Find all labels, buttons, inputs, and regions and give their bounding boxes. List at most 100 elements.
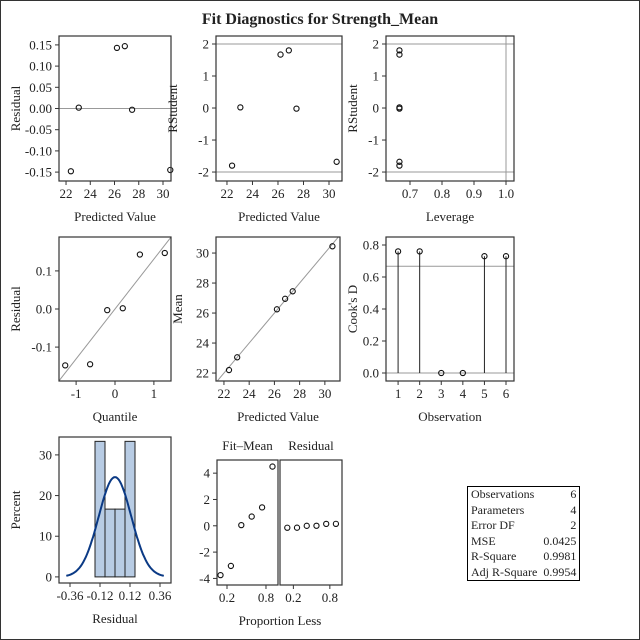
- stats-row: MSE 0.0425: [468, 534, 580, 550]
- y-tick-label: 2: [203, 37, 210, 52]
- x-axis-label: Observation: [418, 409, 482, 424]
- fit-line: [216, 237, 340, 381]
- x-tick-label: 30: [318, 386, 331, 401]
- y-tick-label: 28: [196, 276, 209, 291]
- x-tick-label: 0.9: [466, 186, 482, 201]
- x-tick-label: -0.36: [56, 588, 84, 603]
- y-tick-label: 0.1: [36, 263, 52, 278]
- data-point: [273, 306, 281, 313]
- y-tick-label: 1: [373, 69, 380, 84]
- y-tick-label: 10: [39, 529, 52, 544]
- y-tick-label: 20: [39, 488, 52, 503]
- y-tick-label: -4: [199, 571, 210, 586]
- data-point: [277, 51, 284, 58]
- data-point: [75, 104, 82, 111]
- stats-row: Adj R-Square 0.9954: [468, 565, 580, 581]
- stat-label: Observations: [471, 487, 535, 501]
- y-tick-label: 4: [204, 466, 211, 481]
- x-axis-label: Leverage: [426, 209, 475, 224]
- histogram-bar: [114, 508, 126, 578]
- fit-line: [59, 237, 171, 381]
- x-tick-label: 30: [322, 186, 335, 201]
- x-axis-label: Predicted Value: [74, 209, 156, 224]
- data-point: [284, 524, 291, 531]
- y-tick-label: 0.6: [363, 270, 380, 285]
- y-tick-label: 0: [204, 518, 211, 533]
- plot-frame: [215, 35, 343, 182]
- normal-density-curve: [66, 476, 165, 577]
- y-tick-label: 0.2: [363, 334, 379, 349]
- x-tick-label: 0.2: [285, 590, 301, 605]
- y-tick-label: 0.05: [29, 80, 52, 95]
- stats-row: R-Square 0.9981: [468, 549, 580, 565]
- y-tick-label: 0.0: [363, 366, 379, 381]
- x-tick-label: 30: [157, 186, 170, 201]
- data-point: [281, 295, 289, 302]
- stat-value: 2: [570, 518, 577, 532]
- data-point: [167, 166, 174, 174]
- plot-p5: 22 24 26 28 30 22 24 26 28 30 Predicted Value Mean: [170, 236, 341, 424]
- data-point: [459, 369, 466, 377]
- plot-p8: 0.2 0.8 -4 -2 0 2 4 Proportion Less Fit–Mean: [199, 438, 321, 628]
- stat-label: Parameters: [471, 502, 525, 517]
- y-tick-label: -0.15: [25, 165, 52, 180]
- stat-value: 0.0425: [543, 533, 577, 548]
- x-tick-label: 0.8: [322, 590, 338, 605]
- y-tick-label: -2: [368, 165, 379, 180]
- plot-p6: 1 2 3 4 5 6 0.0 0.2 0.4 0.6 0.8 Observation Cook's D: [345, 236, 515, 424]
- data-point: [481, 253, 488, 260]
- y-tick-label: 2: [373, 37, 380, 52]
- data-point: [293, 524, 301, 531]
- y-tick-label: 0: [203, 101, 210, 116]
- data-point: [119, 305, 126, 312]
- y-tick-label: 0.4: [363, 302, 380, 317]
- x-tick-label: 3: [438, 386, 445, 401]
- plot-frame: [385, 236, 515, 382]
- x-tick-label: 28: [297, 186, 310, 201]
- y-tick-label: -0.05: [25, 122, 52, 137]
- y-tick-label: 30: [39, 447, 52, 462]
- stats-row: Parameters 4: [468, 503, 580, 519]
- data-point: [136, 251, 144, 258]
- panel-title: Fit–Mean: [222, 438, 273, 453]
- fit-statistics-table: Observations 6 Parameters 4 Error DF 2 MSE 0.04…: [467, 486, 581, 581]
- data-point: [86, 361, 94, 368]
- data-point: [303, 522, 310, 529]
- data-point: [121, 43, 128, 50]
- stats-row: Observations 6: [468, 487, 580, 503]
- x-tick-label: 22: [60, 186, 73, 201]
- x-axis-label: Predicted Value: [237, 409, 319, 424]
- data-point: [285, 47, 292, 54]
- data-point: [62, 362, 69, 369]
- data-point: [234, 354, 241, 361]
- data-point: [237, 104, 244, 111]
- x-tick-label: 22: [217, 386, 230, 401]
- data-point: [248, 513, 255, 520]
- y-tick-label: 26: [196, 306, 210, 321]
- data-point: [396, 51, 403, 58]
- data-point: [323, 520, 330, 528]
- x-tick-label: -1: [71, 386, 82, 401]
- chart-title: Fit Diagnostics for Strength_Mean: [202, 11, 438, 28]
- data-point: [238, 521, 245, 529]
- plot-p4: -1 0 1 -0.1 0.0 0.1 Quantile Residual: [8, 236, 172, 424]
- plot-p7: -0.36 -0.12 0.12 0.36 0 10 20 30 Residual Percent: [8, 436, 172, 626]
- x-tick-label: 1: [395, 386, 402, 401]
- y-tick-label: 24: [196, 336, 210, 351]
- y-tick-label: 22: [196, 366, 209, 381]
- x-axis-label: Predicted Value: [238, 209, 320, 224]
- x-tick-label: 24: [243, 386, 257, 401]
- data-point: [438, 369, 445, 377]
- x-axis-label: Residual: [92, 611, 138, 626]
- data-point: [396, 158, 403, 165]
- plot-frame: [385, 35, 515, 182]
- y-tick-label: 1: [203, 69, 210, 84]
- x-tick-label: 0.12: [119, 588, 142, 603]
- data-point: [289, 288, 296, 295]
- plot-p9: 0.2 0.8 Residual: [279, 438, 343, 605]
- x-tick-label: 0.8: [434, 186, 450, 201]
- data-point: [104, 306, 111, 314]
- x-tick-label: 24: [84, 186, 98, 201]
- y-axis-label: Cook's D: [345, 285, 360, 333]
- data-point: [161, 249, 168, 257]
